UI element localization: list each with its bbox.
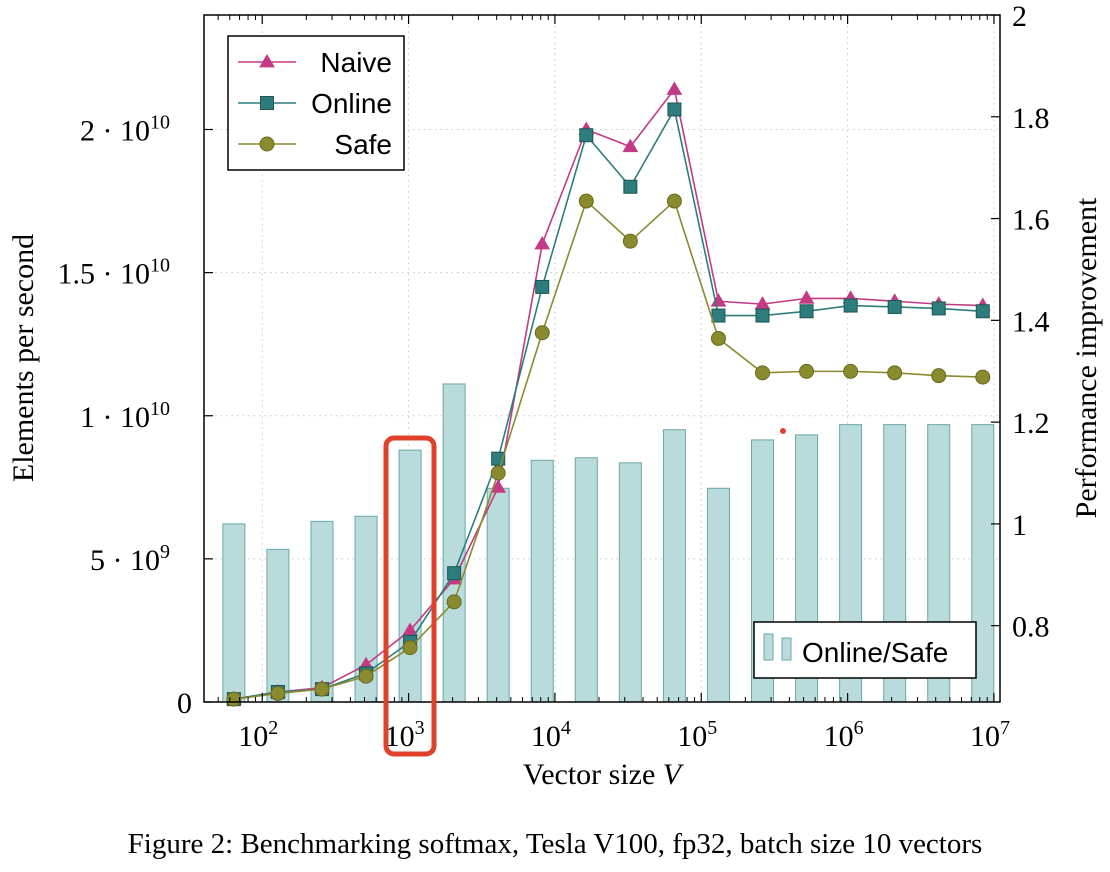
bar-legend-swatch-2 <box>781 637 792 661</box>
y2-axis-title: Performance improvement <box>1070 197 1103 518</box>
ratio-bar <box>266 548 290 703</box>
point-safe <box>710 330 726 346</box>
ratio-bar <box>398 449 422 703</box>
ratio-bar <box>530 459 554 703</box>
point-online <box>579 128 594 143</box>
point-safe <box>446 594 462 610</box>
bar-legend-swatch-1 <box>763 633 774 661</box>
point-safe <box>314 681 330 697</box>
ratio-bar <box>310 520 334 703</box>
red-dot-marker <box>780 428 786 434</box>
point-safe <box>270 685 286 701</box>
point-safe <box>975 369 991 385</box>
legend-marker-safe <box>259 136 275 152</box>
y2-tick-label: 1.4 <box>1012 305 1050 338</box>
point-online <box>447 566 462 581</box>
y2-tick-label: 1.2 <box>1012 407 1050 440</box>
point-safe <box>578 193 594 209</box>
point-naive <box>534 236 551 250</box>
plot-frame <box>203 14 1001 703</box>
point-safe <box>755 365 771 381</box>
figure-caption: Figure 2: Benchmarking softmax, Tesla V1… <box>127 828 983 860</box>
point-safe <box>843 363 859 379</box>
y-tick-label: 2 · 1010 <box>80 112 170 148</box>
point-online <box>975 304 990 319</box>
ratio-bar <box>574 457 598 703</box>
point-naive <box>490 479 507 493</box>
point-online <box>931 301 946 316</box>
point-safe <box>887 365 903 381</box>
x-tick-label: 105 <box>677 717 717 753</box>
x-tick-label: 104 <box>531 717 571 753</box>
point-safe <box>534 325 550 341</box>
x-tick-label: 102 <box>238 717 278 753</box>
y-tick-label: 5 · 109 <box>90 541 170 577</box>
point-online <box>843 298 858 313</box>
point-safe <box>226 691 242 707</box>
highlight-box <box>383 435 437 757</box>
y2-tick-label: 1 <box>1012 509 1027 542</box>
point-safe <box>402 640 418 656</box>
ratio-bar <box>706 487 730 703</box>
x-tick-label: 103 <box>385 717 425 753</box>
x-tick-label: 106 <box>824 717 864 753</box>
y2-tick-label: 0.8 <box>1012 611 1050 644</box>
axis-ticks: 102 103 104 105 106 107 0 5 · 109 1 · 1010 1.5 · … <box>58 0 1050 753</box>
point-online <box>711 308 726 323</box>
legend-label-online: Online <box>311 88 392 119</box>
point-safe <box>358 668 374 684</box>
legend-label-naive: Naive <box>320 47 392 78</box>
series-legend: Naive Online Safe <box>227 35 405 171</box>
y-axis-title: Elements per second <box>7 234 40 482</box>
legend-marker-naive <box>259 54 275 68</box>
ratio-bar <box>486 487 510 703</box>
series-line-naive <box>233 87 983 700</box>
softmax-benchmark-chart: 102 103 104 105 106 107 0 5 · 109 1 · 1010 1.5 · … <box>7 0 1103 791</box>
point-online <box>755 308 770 323</box>
y2-tick-label: 1.6 <box>1012 204 1050 237</box>
point-safe <box>666 193 682 209</box>
legend-label-safe: Safe <box>334 129 392 160</box>
y2-tick-label: 2 <box>1012 0 1027 33</box>
legend-marker-online <box>260 96 274 110</box>
point-online <box>535 279 550 294</box>
x-axis-title: Vector size V <box>523 758 685 791</box>
point-online <box>799 304 814 319</box>
point-naive <box>798 290 815 304</box>
series-lines <box>225 81 991 707</box>
point-safe <box>931 368 947 384</box>
y-tick-label: 0 <box>177 687 192 720</box>
y-tick-label: 1.5 · 1010 <box>58 255 171 291</box>
series-line-online <box>233 107 983 700</box>
x-tick-label: 107 <box>970 717 1010 753</box>
point-online <box>623 179 638 194</box>
ratio-bar <box>662 429 686 703</box>
point-naive <box>666 81 683 95</box>
point-online <box>887 299 902 314</box>
y-tick-label: 1 · 1010 <box>80 398 170 434</box>
point-safe <box>622 233 638 249</box>
ratio-bar <box>442 383 466 703</box>
ratio-bar <box>222 523 246 703</box>
ratio-bar <box>618 462 642 703</box>
bar-legend: Online/Safe <box>753 621 977 679</box>
point-online <box>667 102 682 117</box>
point-safe <box>490 465 506 481</box>
point-naive <box>622 138 639 153</box>
bar-legend-label: Online/Safe <box>802 637 948 668</box>
y2-tick-label: 1.8 <box>1012 102 1050 135</box>
point-safe <box>799 363 815 379</box>
